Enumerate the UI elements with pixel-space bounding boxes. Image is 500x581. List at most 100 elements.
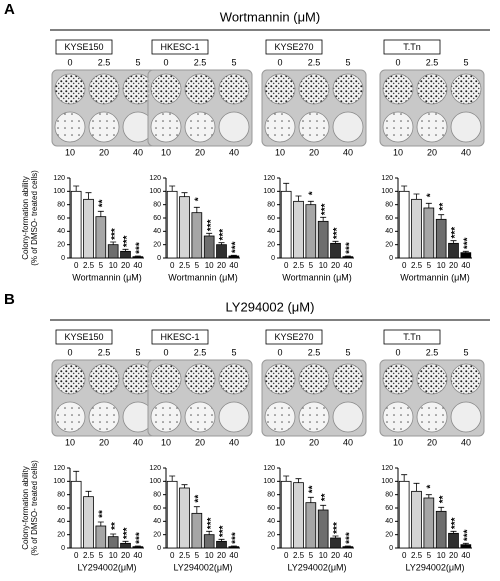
y-tick-label: 40 [153,228,161,235]
x-axis-label: Wortmannin (μM) [400,272,470,282]
bar [95,216,107,259]
error-bar [206,232,213,236]
error-bar [462,542,469,545]
x-tick-label: 0 [402,551,407,560]
dose-label: 40 [229,437,239,447]
y-tick-label: 120 [263,465,275,472]
error-bar [169,185,176,192]
significance: ** [193,495,204,503]
y-tick-label: 40 [385,518,393,525]
x-tick-label: 10 [437,551,446,560]
bar [460,544,472,549]
significance: * [307,191,318,195]
x-tick-label: 2.5 [293,261,305,270]
bar [95,525,107,549]
error-bar [295,478,302,483]
x-tick-label: 20 [121,261,130,270]
x-tick-label: 40 [461,551,470,560]
error-bar [134,545,141,547]
y-axis-label: Colony-formation ability [21,176,30,260]
error-bar [295,195,302,202]
x-tick-label: 5 [309,551,314,560]
error-bar [97,210,104,217]
bar [70,480,82,549]
bar [228,255,240,259]
bar [120,250,131,259]
x-tick-label: 20 [121,551,130,560]
cell-line-box [151,329,209,345]
panel-title: Wortmannin (μM) [220,9,320,24]
x-tick-label: 0 [74,551,79,560]
dose-label: 20 [427,437,437,447]
dose-label: 0 [67,57,72,67]
cell-line-box [55,39,113,55]
well [382,401,414,433]
significance: *** [110,228,121,240]
y-tick-label: 80 [153,492,161,499]
cell-line-label: KYSE150 [64,332,103,342]
bar [216,244,227,259]
well [450,363,482,395]
dose-label: 5 [463,57,468,67]
dose-label: 40 [229,147,239,157]
bar [293,482,304,549]
y-axis-label: (% of DMSO- treated cells) [30,170,39,266]
well [150,401,182,433]
bar [203,235,215,259]
y-tick-label: 100 [263,188,275,195]
y-tick-label: 60 [267,215,275,222]
x-axis-label: LY294002(μM) [405,562,464,572]
y-tick-label: 20 [57,532,65,539]
significance: ** [307,485,318,493]
x-tick-label: 40 [133,261,142,270]
y-tick-label: 80 [57,202,65,209]
bar [330,242,341,259]
x-tick-label: 40 [461,261,470,270]
dose-label: 40 [461,147,471,157]
y-tick-label: 60 [153,215,161,222]
significance: *** [122,527,133,539]
error-bar [85,192,92,200]
significance: ** [320,493,331,501]
dose-label: 40 [343,147,353,157]
dose-label: 40 [133,147,143,157]
bar [330,537,341,549]
x-axis-label: LY294002(μM) [173,562,232,572]
y-tick-label: 100 [149,478,161,485]
well [264,73,296,105]
bar [83,496,94,549]
dose-label: 5 [345,57,350,67]
y-tick-label: 40 [267,228,275,235]
error-bar [344,545,351,547]
y-tick-label: 60 [385,505,393,512]
error-bar [401,185,408,192]
well [416,73,448,105]
bar [280,480,292,549]
bar [166,480,178,549]
y-tick-label: 80 [57,492,65,499]
y-tick-label: 0 [271,255,275,262]
error-bar [110,241,117,245]
dose-label: 2.5 [194,57,207,67]
dose-label: 10 [161,147,171,157]
y-tick-label: 100 [381,478,393,485]
bar [107,536,119,549]
error-bar [206,530,213,535]
bar [179,196,190,259]
bar [423,207,435,259]
x-tick-label: 40 [343,551,352,560]
significance: *** [134,532,145,544]
x-tick-label: 10 [109,261,118,270]
error-bar [425,202,432,208]
dose-label: 10 [393,147,403,157]
x-tick-label: 10 [109,551,118,560]
error-bar [307,200,314,205]
dose-label: 40 [133,437,143,447]
dose-label: 0 [163,347,168,357]
error-bar [193,506,200,514]
dose-label: 5 [135,347,140,357]
x-tick-label: 10 [205,551,214,560]
x-tick-label: 5 [99,261,104,270]
bar [191,212,203,259]
